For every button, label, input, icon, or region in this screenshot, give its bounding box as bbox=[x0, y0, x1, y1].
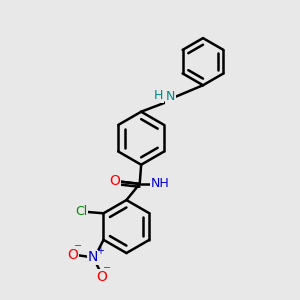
Text: Cl: Cl bbox=[75, 205, 88, 218]
Text: O: O bbox=[97, 270, 107, 283]
Text: NH: NH bbox=[151, 177, 170, 190]
Text: −: − bbox=[74, 241, 82, 251]
Text: N: N bbox=[88, 250, 98, 265]
Text: +: + bbox=[96, 246, 104, 256]
Text: H: H bbox=[154, 89, 164, 102]
Text: O: O bbox=[67, 248, 78, 262]
Text: −: − bbox=[103, 263, 111, 273]
Text: N: N bbox=[166, 91, 175, 103]
Text: O: O bbox=[109, 174, 120, 188]
